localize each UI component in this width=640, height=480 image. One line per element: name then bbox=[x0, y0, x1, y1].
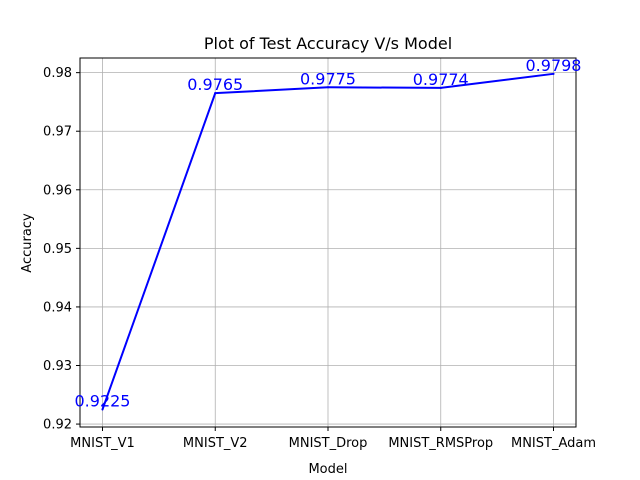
series-line-segment bbox=[214, 86, 329, 95]
series-layer bbox=[101, 72, 555, 411]
y-tick-label: 0.93 bbox=[43, 359, 72, 374]
data-point bbox=[552, 72, 555, 75]
y-tick-label: 0.96 bbox=[43, 183, 72, 198]
chart-title: Plot of Test Accuracy V/s Model bbox=[204, 34, 452, 53]
y-tick-label: 0.95 bbox=[43, 242, 72, 257]
data-label: 0.9774 bbox=[413, 70, 469, 89]
x-tick-label: MNIST_RMSProp bbox=[388, 436, 493, 451]
y-tick-label: 0.98 bbox=[43, 66, 72, 81]
x-tick-label: MNIST_V2 bbox=[183, 436, 248, 451]
data-point bbox=[439, 86, 442, 89]
data-point bbox=[101, 408, 104, 411]
x-tick-label: MNIST_Adam bbox=[511, 436, 596, 451]
y-tick-label: 0.94 bbox=[43, 300, 72, 315]
series-line-segment bbox=[327, 86, 442, 89]
data-label: 0.9765 bbox=[187, 75, 243, 94]
data-label: 0.9225 bbox=[75, 391, 131, 410]
ticks-layer: MNIST_V1 MNIST_V2 MNIST_Drop MNIST_RMSProp M… bbox=[43, 66, 596, 451]
x-tick-label: MNIST_V1 bbox=[70, 436, 135, 451]
y-tick-label: 0.92 bbox=[43, 418, 72, 433]
data-label: 0.9775 bbox=[300, 69, 356, 88]
data-point bbox=[327, 86, 329, 89]
series-line-segment bbox=[439, 72, 555, 89]
data-point bbox=[214, 92, 217, 95]
x-axis-label: Model bbox=[308, 462, 347, 477]
data-label: 0.9798 bbox=[526, 56, 582, 75]
grid-layer bbox=[80, 58, 576, 427]
data-labels-layer: 0.9225 0.9765 0.9775 0.9774 0.9798 bbox=[75, 56, 582, 411]
series-line-segment bbox=[101, 92, 217, 411]
y-axis-label: Accuracy bbox=[20, 213, 35, 273]
x-tick-label: MNIST_Drop bbox=[289, 436, 368, 451]
y-tick-label: 0.97 bbox=[43, 125, 72, 140]
